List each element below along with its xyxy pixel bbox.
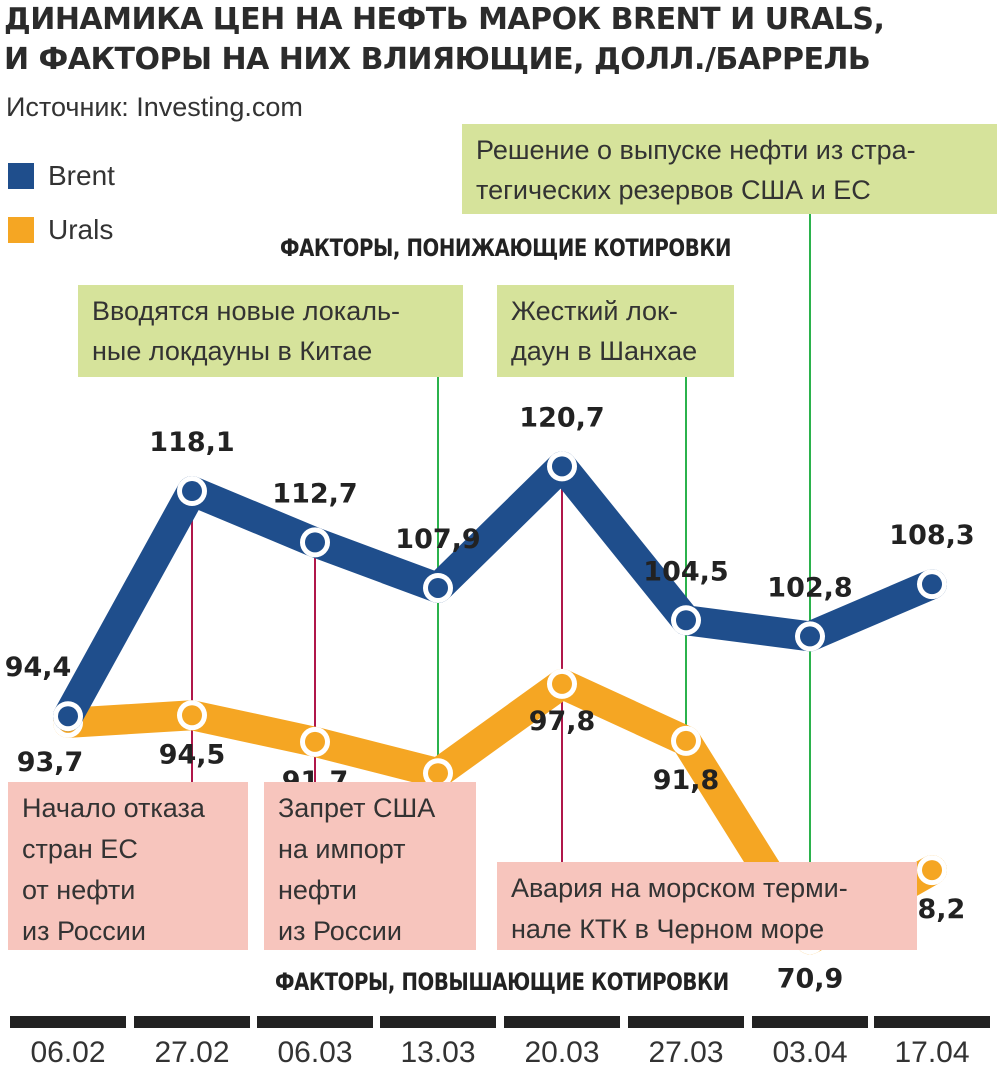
brent-value-label: 108,3 bbox=[889, 520, 974, 551]
heading-raising-factors: ФАКТОРЫ, ПОВЫШАЮЩИЕ КОТИРОВКИ bbox=[275, 968, 729, 996]
urals-point bbox=[676, 730, 696, 751]
brent-point bbox=[428, 577, 448, 598]
x-tick-label: 27.03 bbox=[648, 1036, 724, 1069]
factor-text: из России bbox=[22, 916, 146, 946]
urals-value-label: 94,5 bbox=[159, 739, 226, 770]
x-tick-label: 06.02 bbox=[30, 1036, 106, 1069]
factor-eu-refusal: Начало отказа стран ЕС от нефти из Росси… bbox=[8, 782, 248, 950]
brent-value-label: 104,5 bbox=[643, 556, 728, 587]
factor-china-lockdowns: Вводятся новые локаль- ные локдауны в Ки… bbox=[78, 285, 463, 377]
brent-line bbox=[53, 451, 947, 732]
factor-text: Авария на морском терми- bbox=[511, 873, 848, 903]
brent-value-label: 102,8 bbox=[767, 572, 852, 603]
factor-ktk-accident: Авария на морском терми- нале КТК в Черн… bbox=[497, 862, 917, 950]
factor-text: Решение о выпуске нефти из стра- bbox=[476, 135, 916, 165]
legend-item-brent: Brent bbox=[8, 160, 115, 192]
x-tick-label: 13.03 bbox=[400, 1036, 476, 1069]
brent-point bbox=[922, 574, 942, 595]
factor-text: нале КТК в Черном море bbox=[511, 914, 825, 944]
urals-value-label: 97,8 bbox=[529, 706, 596, 737]
heading-lowering-factors: ФАКТОРЫ, ПОНИЖАЮЩИЕ КОТИРОВКИ bbox=[280, 234, 732, 262]
legend-swatch-urals bbox=[8, 217, 34, 243]
chart-title: ДИНАМИКА ЦЕН НА НЕФТЬ МАРОК BRENT И URAL… bbox=[4, 0, 885, 80]
x-axis-segment bbox=[134, 1016, 250, 1028]
factor-text: Запрет США bbox=[278, 793, 436, 823]
factor-us-import-ban: Запрет США на импорт нефти из России bbox=[264, 782, 476, 950]
factor-text: от нефти bbox=[22, 875, 136, 905]
factor-strategic-reserves: Решение о выпуске нефти из стра- тегичес… bbox=[462, 124, 997, 214]
brent-point bbox=[305, 532, 325, 553]
factor-text: ные локдауны в Китае bbox=[92, 336, 373, 366]
factor-text: из России bbox=[278, 916, 402, 946]
factor-text: на импорт bbox=[278, 834, 406, 864]
legend-item-urals: Urals bbox=[8, 214, 113, 246]
brent-value-label: 112,7 bbox=[272, 478, 357, 509]
urals-point bbox=[428, 763, 448, 784]
x-axis-segment bbox=[874, 1016, 990, 1028]
brent-point bbox=[800, 626, 820, 647]
legend-label-brent: Brent bbox=[48, 160, 115, 191]
x-axis-segment bbox=[504, 1016, 620, 1028]
x-tick-label: 06.03 bbox=[277, 1036, 353, 1069]
factor-text: Начало отказа bbox=[22, 793, 205, 823]
x-axis-segment bbox=[10, 1016, 126, 1028]
brent-value-label: 94,4 bbox=[5, 652, 72, 683]
title-line-2: И ФАКТОРЫ НА НИХ ВЛИЯЮЩИЕ, ДОЛЛ./БАРРЕЛЬ bbox=[4, 42, 871, 77]
brent-point bbox=[182, 481, 202, 502]
brent-point bbox=[552, 456, 572, 477]
factor-text: Вводятся новые локаль- bbox=[92, 296, 401, 326]
brent-value-label: 107,9 bbox=[395, 524, 480, 555]
urals-value-label: 70,9 bbox=[777, 963, 844, 994]
urals-point bbox=[922, 860, 942, 881]
x-tick-label: 17.04 bbox=[894, 1036, 970, 1069]
x-axis-segment bbox=[752, 1016, 868, 1028]
brent-point bbox=[58, 706, 78, 727]
factor-text: Жесткий лок- bbox=[511, 296, 678, 326]
factor-text: тегических резервов США и ЕС bbox=[476, 175, 871, 205]
brent-value-label: 118,1 bbox=[149, 427, 234, 458]
x-tick-label: 27.02 bbox=[154, 1036, 230, 1069]
x-axis-segment bbox=[628, 1016, 744, 1028]
urals-point bbox=[182, 705, 202, 726]
brent-value-label: 120,7 bbox=[519, 402, 604, 433]
legend-swatch-brent bbox=[8, 163, 34, 189]
brent-point bbox=[676, 610, 696, 631]
x-axis-segment bbox=[380, 1016, 496, 1028]
factor-shanghai-lockdown: Жесткий лок- даун в Шанхае bbox=[497, 285, 734, 377]
factor-text: стран ЕС bbox=[22, 834, 138, 864]
urals-point bbox=[552, 673, 572, 694]
title-line-1: ДИНАМИКА ЦЕН НА НЕФТЬ МАРОК BRENT И URAL… bbox=[4, 2, 885, 37]
urals-value-label: 93,7 bbox=[17, 747, 84, 778]
x-axis-segment bbox=[257, 1016, 373, 1028]
source-note: Источник: Investing.com bbox=[6, 92, 303, 122]
urals-point bbox=[305, 731, 325, 752]
factor-text: даун в Шанхае bbox=[511, 336, 698, 366]
x-tick-label: 03.04 bbox=[772, 1036, 848, 1069]
legend-label-urals: Urals bbox=[48, 214, 114, 245]
urals-value-label: 91,8 bbox=[653, 765, 720, 796]
factor-text: нефти bbox=[278, 875, 357, 905]
x-tick-label: 20.03 bbox=[524, 1036, 600, 1069]
